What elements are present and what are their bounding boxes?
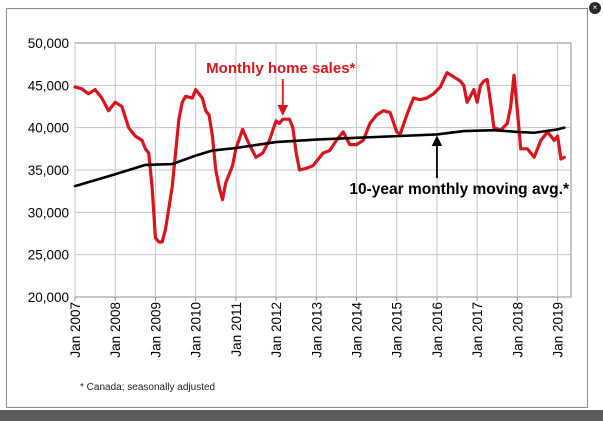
annotation-label-moving-average: 10-year monthly moving avg.* bbox=[349, 181, 570, 198]
x-tick-label: Jan 2009 bbox=[148, 302, 163, 358]
x-tick-label: Jan 2018 bbox=[510, 302, 525, 358]
gridlines bbox=[74, 43, 571, 297]
x-tick-label: Jan 2017 bbox=[470, 302, 485, 358]
y-tick-label: 45,000 bbox=[28, 78, 69, 93]
x-tick-label: Jan 2019 bbox=[551, 302, 566, 358]
y-tick-label: 30,000 bbox=[28, 205, 69, 220]
series-lines bbox=[73, 71, 566, 244]
y-tick-label: 35,000 bbox=[28, 163, 69, 178]
x-tick-label: Jan 2011 bbox=[229, 302, 244, 357]
annotation-label-home-sales: Monthly home sales* bbox=[206, 60, 355, 77]
axis-ticks: 20,000 25,000 30,000 35,000 40,000 45,000 50,0… bbox=[28, 36, 566, 358]
x-tick-label: Jan 2007 bbox=[68, 302, 83, 358]
series-line-moving-average bbox=[73, 126, 566, 188]
x-tick-label: Jan 2014 bbox=[350, 302, 365, 358]
x-tick-label: Jan 2008 bbox=[108, 302, 123, 358]
footnote: * Canada; seasonally adjusted bbox=[80, 382, 215, 393]
y-tick-label: 50,000 bbox=[28, 36, 69, 51]
y-tick-label: 40,000 bbox=[28, 121, 69, 136]
x-tick-label: Jan 2012 bbox=[269, 302, 284, 358]
annotations: Monthly home sales* 10-year monthly movin… bbox=[206, 60, 570, 198]
x-tick-label: Jan 2016 bbox=[430, 302, 445, 358]
window-bottom-strip bbox=[0, 410, 603, 421]
x-tick-label: Jan 2015 bbox=[390, 302, 405, 358]
y-tick-label: 20,000 bbox=[28, 290, 69, 305]
x-tick-label: Jan 2010 bbox=[189, 302, 204, 358]
close-icon[interactable]: × bbox=[589, 2, 601, 14]
y-tick-label: 25,000 bbox=[28, 248, 69, 263]
series-line-home-sales bbox=[73, 71, 566, 244]
x-tick-label: Jan 2013 bbox=[309, 302, 324, 358]
